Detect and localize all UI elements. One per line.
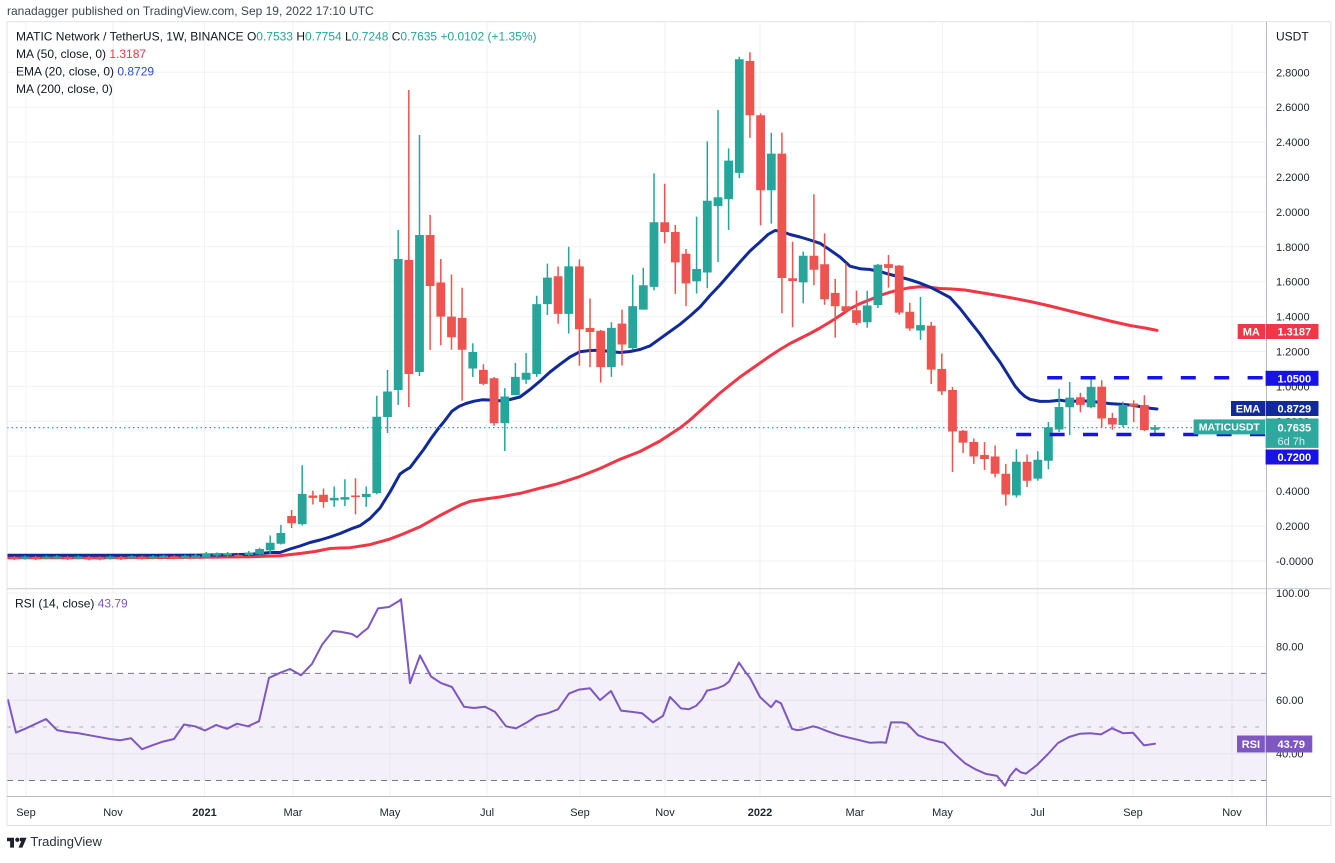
svg-text:0.2000: 0.2000 xyxy=(1276,521,1310,533)
svg-text:100.00: 100.00 xyxy=(1276,588,1310,600)
svg-text:6d 7h: 6d 7h xyxy=(1278,436,1306,448)
svg-text:0.7200: 0.7200 xyxy=(1278,452,1312,464)
svg-text:Nov: Nov xyxy=(103,807,123,819)
svg-text:Nov: Nov xyxy=(655,807,675,819)
svg-text:MA (50, close, 0) 1.3187: MA (50, close, 0) 1.3187 xyxy=(16,47,146,61)
svg-text:1.2000: 1.2000 xyxy=(1276,347,1310,359)
svg-text:Mar: Mar xyxy=(284,807,303,819)
svg-text:1.0500: 1.0500 xyxy=(1278,373,1312,385)
svg-text:EMA (20, close, 0) 0.8729: EMA (20, close, 0) 0.8729 xyxy=(16,65,154,79)
svg-text:USDT: USDT xyxy=(1276,30,1309,44)
svg-text:May: May xyxy=(932,807,953,819)
svg-text:-0.0000: -0.0000 xyxy=(1276,556,1313,568)
svg-text:2022: 2022 xyxy=(748,807,772,819)
svg-text:2021: 2021 xyxy=(192,807,216,819)
svg-text:Sep: Sep xyxy=(16,807,36,819)
svg-text:2.4000: 2.4000 xyxy=(1276,137,1310,149)
svg-text:1.8000: 1.8000 xyxy=(1276,242,1310,254)
svg-text:2.6000: 2.6000 xyxy=(1276,102,1310,114)
svg-text:RSI (14, close) 43.79: RSI (14, close) 43.79 xyxy=(15,597,128,611)
svg-text:1.6000: 1.6000 xyxy=(1276,277,1310,289)
svg-text:MATICUSDT: MATICUSDT xyxy=(1199,422,1261,434)
svg-text:RSI: RSI xyxy=(1242,739,1260,751)
svg-text:0.7635: 0.7635 xyxy=(1278,422,1312,434)
svg-text:MA: MA xyxy=(1243,327,1260,339)
svg-text:Sep: Sep xyxy=(1123,807,1143,819)
svg-text:0.8729: 0.8729 xyxy=(1278,404,1312,416)
svg-text:Mar: Mar xyxy=(846,807,865,819)
svg-text:Jul: Jul xyxy=(480,807,494,819)
svg-text:1.3187: 1.3187 xyxy=(1278,327,1312,339)
svg-text:60.00: 60.00 xyxy=(1276,695,1304,707)
svg-text:May: May xyxy=(380,807,401,819)
svg-text:EMA: EMA xyxy=(1236,404,1261,416)
svg-text:2.8000: 2.8000 xyxy=(1276,67,1310,79)
svg-text:Jul: Jul xyxy=(1031,807,1045,819)
svg-text:80.00: 80.00 xyxy=(1276,642,1304,654)
svg-text:43.79: 43.79 xyxy=(1278,739,1306,751)
svg-text:0.4000: 0.4000 xyxy=(1276,486,1310,498)
svg-text:Sep: Sep xyxy=(570,807,590,819)
svg-text:1.4000: 1.4000 xyxy=(1276,312,1310,324)
svg-text:TradingView: TradingView xyxy=(30,834,102,849)
svg-text:2.0000: 2.0000 xyxy=(1276,207,1310,219)
svg-text:Nov: Nov xyxy=(1222,807,1242,819)
svg-text:MA (200, close, 0): MA (200, close, 0) xyxy=(16,82,113,96)
svg-text:MATIC Network / TetherUS, 1W,: MATIC Network / TetherUS, 1W, BINANCE O0… xyxy=(16,30,537,44)
svg-text:ranadagger published on Tradin: ranadagger published on TradingView.com,… xyxy=(7,4,374,18)
svg-text:2.2000: 2.2000 xyxy=(1276,172,1310,184)
